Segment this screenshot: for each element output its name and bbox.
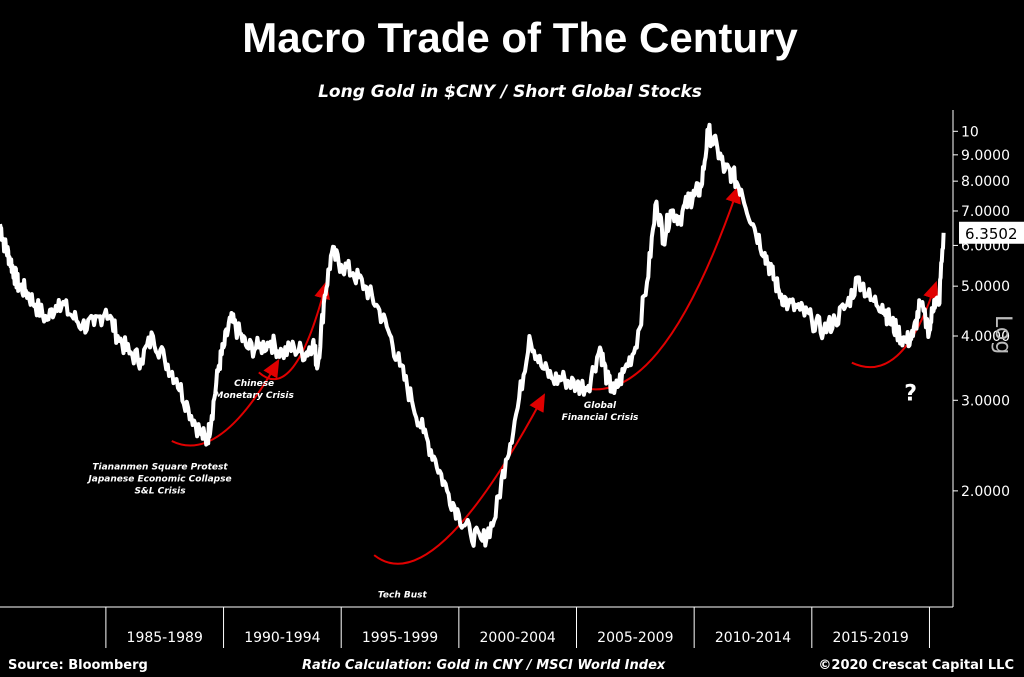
red-arrow	[576, 185, 741, 391]
annotation-line: S&L Crisis	[134, 487, 186, 497]
x-category-label: 2000-2004	[480, 630, 556, 646]
annotation-line: Japanese Economic Collapse	[86, 475, 231, 485]
last-value-label: 6.3502	[965, 225, 1018, 243]
x-categories: 1985-1989 1990-1994 1995-1999 2000-2004 2005…	[105, 607, 930, 648]
y-tick-label: 3.0000	[961, 393, 1010, 409]
source-label: Source: Bloomberg	[8, 658, 148, 673]
y-tick-label: 10	[961, 124, 979, 140]
annotation-line: Chinese	[234, 379, 274, 389]
annotation-label: Tiananmen Square Protest Japanese Economi…	[86, 463, 231, 497]
axes	[0, 110, 954, 608]
x-category-label: 2005-2009	[597, 630, 673, 646]
annotation-label: Global Financial Crisis	[562, 401, 639, 423]
annotation-label: Chinese Monetary Crisis	[214, 379, 294, 401]
annotation-line: Tech Bust	[378, 591, 428, 601]
y-tick-label: 2.0000	[961, 484, 1010, 500]
annotation-label: ?	[904, 381, 917, 406]
red-arrow	[258, 280, 330, 381]
last-value-box	[959, 221, 1024, 244]
x-category-label: 1985-1989	[127, 630, 203, 646]
chart-subtitle: Long Gold in $CNY / Short Global Stocks	[318, 82, 702, 102]
y-tick-label: 8.0000	[961, 174, 1010, 190]
chart-title: Macro Trade of The Century	[242, 14, 798, 61]
annotation-line: Global	[584, 401, 617, 411]
x-category-label: 2010-2014	[715, 630, 791, 646]
calculation-note: Ratio Calculation: Gold in CNY / MSCI Wo…	[302, 658, 666, 673]
annotation-line: Monetary Crisis	[214, 391, 294, 401]
annotation-line: ?	[904, 381, 917, 406]
y-tick-label: 5.0000	[961, 279, 1010, 295]
copyright-label: ©2020 Crescat Capital LLC	[818, 658, 1014, 673]
annotation-line: Financial Crisis	[562, 413, 639, 423]
annotation-line: Tiananmen Square Protest	[92, 463, 228, 473]
x-category-label: 1995-1999	[362, 630, 438, 646]
y-scale-label: Log	[990, 315, 1015, 354]
x-category-label: 2015-2019	[832, 630, 908, 646]
red-arrow	[373, 393, 546, 565]
y-ticks: 2.00003.00004.00005.00006.00007.00008.00…	[953, 124, 1024, 500]
annotation-label: Tech Bust	[378, 591, 428, 601]
y-tick-label: 4.0000	[961, 329, 1010, 345]
series-line	[0, 122, 946, 548]
annotations: Tiananmen Square Protest Japanese Economi…	[86, 379, 917, 601]
x-category-label: 1990-1994	[244, 630, 320, 646]
y-tick-label: 7.0000	[961, 204, 1010, 220]
red-arrow	[171, 358, 280, 447]
y-tick-label: 9.0000	[961, 148, 1010, 164]
